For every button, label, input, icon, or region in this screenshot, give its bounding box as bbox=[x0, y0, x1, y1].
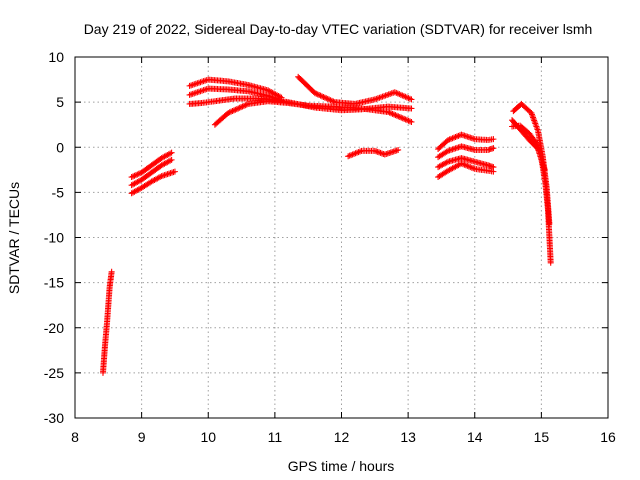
y-tick-label: -30 bbox=[44, 410, 64, 426]
y-tick-label: 0 bbox=[56, 139, 64, 155]
series-arc-5 bbox=[186, 76, 285, 101]
data-point bbox=[408, 105, 415, 112]
y-axis-label: SDTVAR / TECUs bbox=[6, 182, 22, 294]
series-arc-17 bbox=[509, 117, 548, 173]
series-arc-9 bbox=[295, 73, 415, 107]
data-point bbox=[321, 94, 328, 101]
data-point bbox=[157, 173, 164, 180]
data-point bbox=[230, 107, 237, 114]
y-tick-label: -20 bbox=[44, 320, 64, 336]
data-point bbox=[243, 101, 250, 108]
series-arc-15 bbox=[510, 100, 553, 227]
data-point bbox=[135, 170, 142, 177]
y-tick-label: -25 bbox=[44, 365, 64, 381]
x-tick-label: 9 bbox=[138, 429, 146, 445]
data-point bbox=[328, 97, 335, 104]
x-tick-label: 15 bbox=[534, 429, 550, 445]
x-axis-label: GPS time / hours bbox=[288, 458, 395, 474]
data-point bbox=[443, 148, 450, 155]
series-arc-13 bbox=[435, 155, 497, 171]
data-point bbox=[239, 103, 246, 110]
data-point bbox=[229, 108, 236, 115]
x-tick-label: 13 bbox=[400, 429, 416, 445]
data-point bbox=[330, 98, 337, 105]
series-arc-1 bbox=[99, 268, 115, 376]
data-point bbox=[168, 156, 175, 163]
data-point bbox=[311, 90, 318, 97]
data-point bbox=[236, 104, 243, 111]
series-layer bbox=[99, 73, 554, 376]
data-point bbox=[240, 102, 247, 109]
series-arc-8 bbox=[211, 98, 415, 128]
data-point bbox=[443, 159, 450, 166]
data-point bbox=[232, 106, 239, 113]
data-point bbox=[242, 102, 249, 109]
series-arc-12 bbox=[435, 143, 497, 161]
data-point bbox=[130, 173, 137, 180]
plot-frame bbox=[74, 56, 609, 419]
data-point bbox=[167, 157, 174, 164]
data-point bbox=[228, 108, 235, 115]
data-point bbox=[314, 91, 321, 98]
x-tick-label: 12 bbox=[334, 429, 350, 445]
x-tick-label: 8 bbox=[71, 429, 79, 445]
data-point bbox=[134, 171, 141, 178]
y-tick-label: -10 bbox=[44, 230, 64, 246]
y-tick-label: -5 bbox=[52, 184, 65, 200]
x-tick-label: 16 bbox=[600, 429, 616, 445]
data-point bbox=[108, 268, 115, 275]
data-point bbox=[171, 168, 178, 175]
ticks-layer: 8 9 10 11 12 13 14 15 16 10 5 0 -5 -10 -15 -20 -25 -30 bbox=[44, 49, 616, 445]
series-arc-11 bbox=[435, 131, 497, 153]
data-point bbox=[226, 109, 233, 116]
y-tick-label: -15 bbox=[44, 275, 64, 291]
data-point bbox=[408, 118, 415, 125]
data-point bbox=[313, 90, 320, 97]
data-point bbox=[131, 172, 138, 179]
series-arc-4 bbox=[128, 168, 178, 197]
data-point bbox=[238, 104, 245, 111]
data-point bbox=[490, 145, 497, 152]
data-point bbox=[317, 92, 324, 99]
series-arc-10 bbox=[345, 146, 402, 160]
series-arc-2 bbox=[128, 149, 175, 181]
chart-title: Day 219 of 2022, Sidereal Day-to-day VTE… bbox=[84, 21, 593, 37]
data-point bbox=[408, 96, 415, 103]
data-point bbox=[128, 174, 135, 181]
data-point bbox=[326, 96, 333, 103]
data-point bbox=[168, 149, 175, 156]
data-point bbox=[490, 168, 497, 175]
x-tick-label: 11 bbox=[268, 429, 283, 445]
data-point bbox=[316, 92, 323, 99]
y-tick-label: 5 bbox=[56, 94, 64, 110]
data-point bbox=[327, 97, 334, 104]
data-point bbox=[320, 93, 327, 100]
data-point bbox=[225, 109, 232, 116]
x-tick-label: 14 bbox=[467, 429, 483, 445]
x-tick-label: 10 bbox=[200, 429, 216, 445]
data-point bbox=[547, 259, 554, 266]
series-arc-3 bbox=[128, 156, 175, 189]
data-point bbox=[541, 166, 548, 173]
data-point bbox=[233, 106, 240, 113]
data-point bbox=[167, 150, 174, 157]
data-point bbox=[490, 136, 497, 143]
data-point bbox=[132, 172, 139, 179]
data-point bbox=[323, 95, 330, 102]
data-point bbox=[395, 146, 402, 153]
series-arc-14 bbox=[435, 160, 497, 181]
data-point bbox=[324, 95, 331, 102]
data-point bbox=[235, 105, 242, 112]
y-tick-label: 10 bbox=[48, 49, 64, 65]
data-point bbox=[318, 93, 325, 100]
